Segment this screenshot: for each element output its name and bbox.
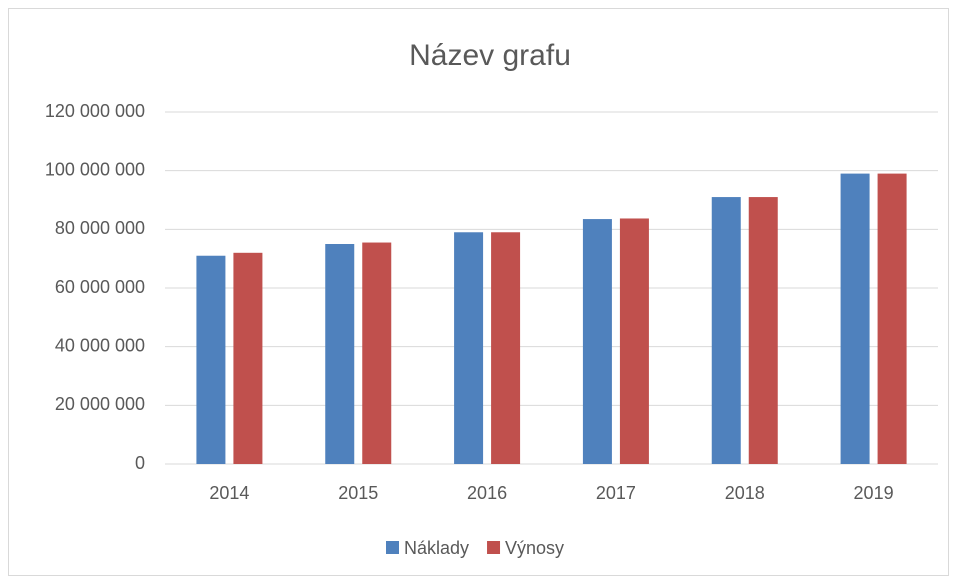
legend-label: Výnosy <box>505 538 564 558</box>
bar <box>233 252 263 464</box>
bar <box>582 219 612 464</box>
legend-swatch <box>487 541 501 554</box>
bar <box>454 232 484 464</box>
bar <box>711 197 741 465</box>
y-tick-label: 100 000 000 <box>45 159 145 179</box>
y-tick-label: 0 <box>135 453 145 473</box>
legend-label: Náklady <box>404 538 469 558</box>
bar <box>877 173 907 464</box>
bar <box>748 197 778 465</box>
y-tick-label: 60 000 000 <box>55 277 145 297</box>
bar <box>196 255 226 464</box>
y-tick-label: 120 000 000 <box>45 101 145 121</box>
bar <box>491 232 521 464</box>
x-tick-label: 2014 <box>209 483 249 503</box>
chart-title: Název grafu <box>409 39 571 72</box>
bar <box>619 218 649 464</box>
y-tick-label: 80 000 000 <box>55 218 145 238</box>
x-tick-label: 2016 <box>467 483 507 503</box>
y-tick-label: 40 000 000 <box>55 335 145 355</box>
bar <box>840 173 870 464</box>
x-tick-label: 2018 <box>725 483 765 503</box>
x-tick-label: 2019 <box>854 483 894 503</box>
x-tick-label: 2015 <box>338 483 378 503</box>
bar <box>362 242 392 464</box>
x-tick-label: 2017 <box>596 483 636 503</box>
bar <box>325 244 355 464</box>
y-tick-label: 20 000 000 <box>55 394 145 414</box>
legend-swatch <box>386 541 399 554</box>
